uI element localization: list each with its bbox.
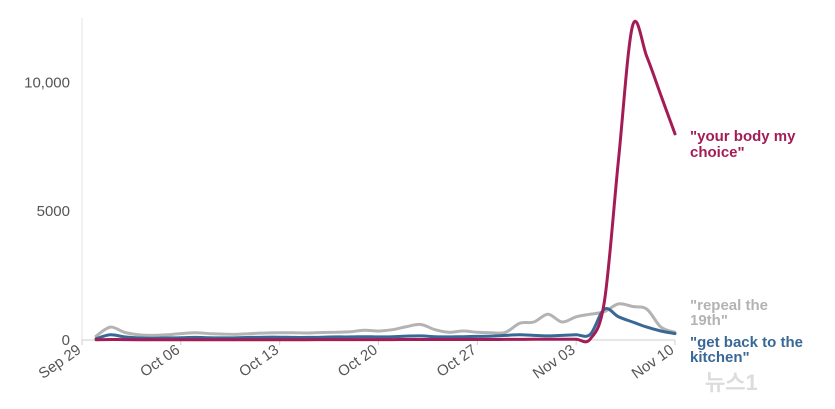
series-label-line: "your body my	[690, 128, 796, 145]
x-tick-label: Oct 20	[335, 341, 381, 380]
y-tick-label: 10,000	[24, 74, 70, 91]
series-label-get-back-to-the-kitchen: "get back to the kitchen"	[690, 334, 803, 366]
x-tick-label: Oct 27	[434, 341, 480, 380]
x-tick-label: Sep 29	[36, 341, 85, 382]
x-tick-label: Nov 03	[530, 341, 579, 382]
x-tick-label: Oct 06	[137, 341, 183, 380]
x-tick-label: Nov 10	[629, 341, 678, 382]
watermark-text: 뉴스1	[705, 370, 758, 395]
series-label-line: 19th"	[690, 312, 728, 329]
series-label-repeal-the-19th: "repeal the 19th"	[690, 297, 768, 329]
series-line-your-body-my-choice	[94, 19, 677, 344]
series-label-your-body-my-choice: "your body my choice"	[690, 128, 796, 161]
series-line-repeal-the-19th	[94, 302, 677, 338]
series-lines	[94, 19, 677, 344]
y-axis: 0 5000 10,000	[24, 18, 83, 349]
series-label-line: "repeal the	[690, 297, 768, 314]
x-tick-label: Oct 13	[236, 341, 282, 380]
series-label-line: choice"	[690, 144, 745, 161]
series-label-line: kitchen"	[690, 349, 750, 366]
y-tick-label: 5000	[37, 203, 70, 220]
series-line-get-back-to-the-kitchen	[94, 307, 677, 341]
watermark-logo: 뉴스1	[705, 370, 758, 395]
series-label-line: "get back to the	[690, 334, 803, 351]
y-tick-label: 0	[62, 332, 70, 349]
x-axis: Sep 29 Oct 06 Oct 13 Oct 20 Oct 27 Nov 03 Nov …	[36, 339, 678, 383]
